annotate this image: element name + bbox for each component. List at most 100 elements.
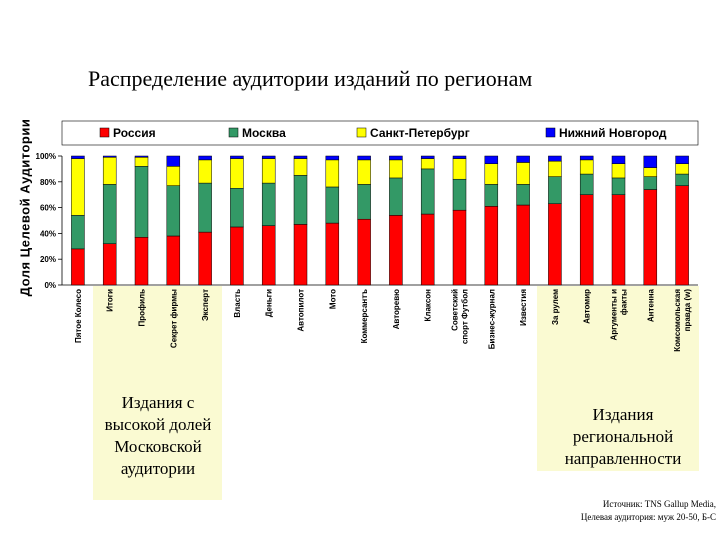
bar-segment (675, 173, 689, 186)
x-tick-label: Деньги (265, 289, 274, 317)
x-tick-label: Коммерсантъ (360, 289, 369, 344)
source-line-2: Целевая аудитория: муж 20-50, Б-С (580, 512, 716, 522)
chart-title: Распределение аудитории изданий по регио… (88, 66, 533, 91)
bar-segment (420, 213, 435, 286)
y-tick-label: 0% (44, 281, 56, 290)
bar-segment (516, 204, 530, 286)
bar-segment (102, 155, 117, 158)
bar-segment (325, 186, 340, 224)
bar-segment (452, 178, 467, 211)
bar-segment (516, 155, 530, 163)
bar-segment (357, 184, 371, 220)
bar-segment (134, 166, 149, 238)
legend-label: Москва (242, 126, 286, 140)
legend-label: Россия (113, 126, 156, 140)
bar-segment (452, 155, 467, 159)
x-tick-label: Аргументы ифакты (610, 289, 629, 341)
x-tick-label: Антенна (646, 288, 655, 322)
bar-segment (102, 157, 117, 185)
bar-segment (579, 159, 594, 175)
y-tick-label: 20% (40, 255, 56, 264)
bar-segment (325, 222, 340, 286)
bar-segment (293, 224, 308, 286)
bar-segment (166, 166, 181, 186)
bar-segment (389, 215, 403, 286)
bar-segment (357, 218, 371, 286)
bar-segment (548, 155, 562, 162)
bar-segment (166, 155, 181, 167)
y-tick-label: 80% (40, 178, 56, 187)
bar-segment (293, 155, 308, 159)
bar-segment (484, 155, 499, 164)
bar-segment (134, 237, 149, 286)
x-tick-label: Секрет фирмы (169, 289, 178, 348)
x-tick-label: Клаксон (424, 289, 433, 322)
legend-swatch (228, 127, 239, 138)
bar-segment (357, 159, 371, 185)
x-tick-label: Автомир (583, 289, 592, 324)
x-tick-label: Комсомольскаяправда (w) (673, 289, 692, 352)
bar-segment (389, 155, 403, 161)
legend-swatch (356, 127, 367, 138)
bar-segment (675, 155, 689, 164)
bar-segment (675, 163, 689, 175)
bar-segment (484, 206, 499, 286)
bar-segment (611, 177, 626, 195)
bar-segment (71, 215, 85, 250)
bar-segment (166, 185, 181, 237)
bar-segment (261, 155, 276, 159)
bar-segment (579, 194, 594, 286)
x-tick-label: Автопилот (297, 289, 306, 332)
x-tick-label: Профиль (138, 289, 147, 327)
source-line-1: Источник: TNS Gallup Media, (602, 499, 716, 509)
bar-segment (230, 158, 244, 189)
bar-segment (548, 176, 562, 204)
bar-segment (198, 155, 212, 161)
bar-segment (579, 155, 594, 161)
bar-segment (389, 159, 403, 179)
bar-segment (548, 203, 562, 286)
bar-segment (293, 158, 308, 176)
bar-segment (71, 155, 85, 159)
bar-segment (420, 155, 435, 159)
bar-segment (611, 155, 626, 164)
moscow-group-highlight (93, 286, 222, 500)
bar-segment (420, 168, 435, 215)
bar-segment (484, 184, 499, 207)
x-tick-label: За рулем (551, 289, 560, 325)
bars (71, 155, 689, 286)
bar-segment (579, 173, 594, 195)
bar-segment (166, 235, 181, 286)
y-tick-label: 60% (40, 204, 56, 213)
x-tick-label: Пятое Колесо (74, 289, 83, 343)
x-tick-label: Мото (328, 289, 337, 309)
bar-segment (230, 226, 244, 286)
y-tick-label: 40% (40, 229, 56, 238)
bar-segment (675, 185, 689, 286)
x-tick-label: Итоги (106, 289, 115, 312)
bar-segment (325, 155, 340, 161)
y-tick-label: 100% (36, 152, 56, 161)
bar-segment (293, 175, 308, 225)
x-tick-label: Советскийспорт Футбол (451, 289, 470, 344)
moscow-group-note: Издания с высокой долей Московской аудит… (104, 393, 212, 478)
bar-segment (198, 159, 212, 184)
bar-segment (643, 189, 658, 286)
bar-segment (134, 157, 149, 167)
bar-segment (261, 225, 276, 286)
bar-segment (102, 243, 117, 286)
bar-segment (611, 194, 626, 286)
legend-swatch (99, 127, 110, 138)
bar-segment (452, 158, 467, 180)
bar-segment (516, 162, 530, 185)
bar-segment (230, 155, 244, 159)
bar-segment (71, 248, 85, 286)
bar-segment (389, 177, 403, 216)
x-axis-labels: Пятое Колесо Итоги Профиль Секрет фирмы Эксп… (74, 288, 692, 351)
x-tick-label: Авторевю (392, 289, 401, 330)
x-tick-label: Бизнес-журнал (487, 289, 496, 349)
bar-segment (516, 184, 530, 206)
bar-segment (134, 155, 149, 158)
x-tick-label: Власть (233, 289, 242, 318)
